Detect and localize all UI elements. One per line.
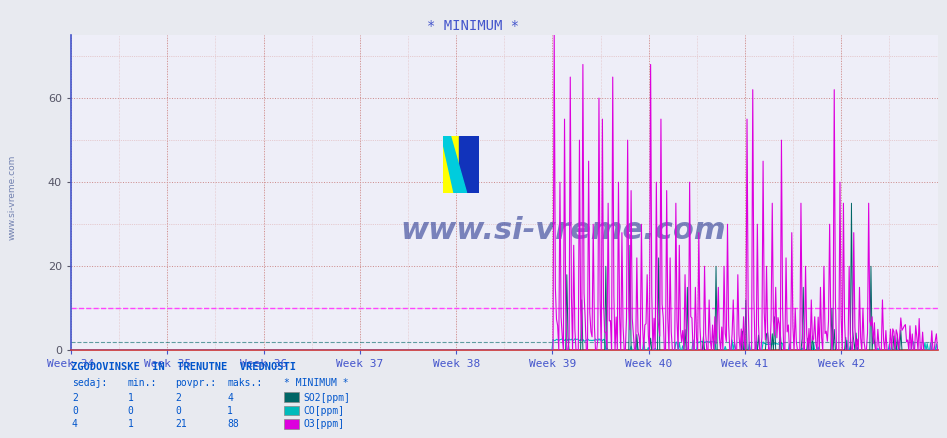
Text: min.:: min.: bbox=[128, 378, 157, 389]
Text: 0: 0 bbox=[175, 406, 181, 416]
Text: 4: 4 bbox=[227, 393, 233, 403]
Text: 1: 1 bbox=[128, 393, 134, 403]
Text: www.si-vreme.com: www.si-vreme.com bbox=[8, 155, 17, 240]
Text: maks.:: maks.: bbox=[227, 378, 262, 389]
Text: 0: 0 bbox=[128, 406, 134, 416]
Polygon shape bbox=[441, 136, 467, 193]
Text: 21: 21 bbox=[175, 420, 187, 430]
Text: * MINIMUM *: * MINIMUM * bbox=[427, 19, 520, 33]
Text: 2: 2 bbox=[175, 393, 181, 403]
Polygon shape bbox=[459, 136, 479, 193]
Text: O3[ppm]: O3[ppm] bbox=[303, 420, 344, 430]
Text: SO2[ppm]: SO2[ppm] bbox=[303, 393, 350, 403]
Text: www.si-vreme.com: www.si-vreme.com bbox=[401, 216, 726, 245]
Text: CO[ppm]: CO[ppm] bbox=[303, 406, 344, 416]
Text: ZGODOVINSKE  IN  TRENUTNE  VREDNOSTI: ZGODOVINSKE IN TRENUTNE VREDNOSTI bbox=[71, 362, 296, 372]
Text: 1: 1 bbox=[128, 420, 134, 430]
Text: povpr.:: povpr.: bbox=[175, 378, 216, 389]
Text: sedaj:: sedaj: bbox=[72, 378, 107, 389]
Text: 1: 1 bbox=[227, 406, 233, 416]
Text: * MINIMUM *: * MINIMUM * bbox=[284, 378, 348, 389]
Text: 0: 0 bbox=[72, 406, 78, 416]
Text: 88: 88 bbox=[227, 420, 239, 430]
Text: 4: 4 bbox=[72, 420, 78, 430]
Text: 2: 2 bbox=[72, 393, 78, 403]
